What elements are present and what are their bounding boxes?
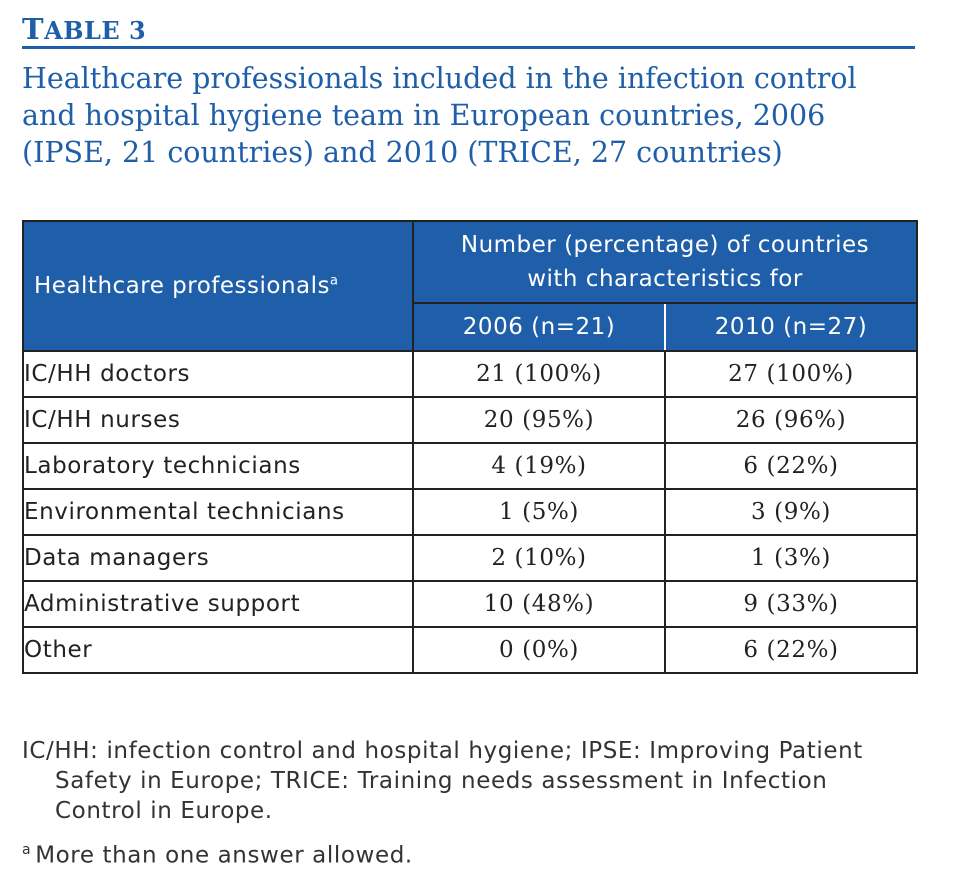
table-label-initial: T — [22, 12, 45, 46]
row-label: IC/HH doctors — [22, 350, 414, 398]
value-2010: 9 (33%) — [664, 580, 918, 628]
value-2010: 6 (22%) — [664, 626, 918, 674]
row-label: Laboratory technicians — [22, 442, 414, 490]
table-footnotes: IC/HH: infection control and hospital hy… — [22, 736, 922, 871]
header-number-percentage: Number (percentage) of countries with cha… — [412, 220, 918, 304]
value-2010: 1 (3%) — [664, 534, 918, 582]
row-label: Data managers — [22, 534, 414, 582]
value-2006: 4 (19%) — [412, 442, 666, 490]
value-2010: 3 (9%) — [664, 488, 918, 536]
table-row: IC/HH doctors 21 (100%) 27 (100%) — [22, 350, 918, 398]
table-row: IC/HH nurses 20 (95%) 26 (96%) — [22, 396, 918, 444]
value-2010: 27 (100%) — [664, 350, 918, 398]
table-label: TABLE 3 — [22, 14, 915, 46]
table-title: Healthcare professionals included in the… — [22, 62, 857, 169]
row-label: IC/HH nurses — [22, 396, 414, 444]
title-rule — [22, 46, 915, 49]
header-footnote-marker: a — [330, 273, 339, 289]
abbreviations-footnote: IC/HH: infection control and hospital hy… — [22, 738, 863, 824]
row-label: Environmental technicians — [22, 488, 414, 536]
table-label-rest: ABLE 3 — [44, 16, 147, 45]
row-label: Other — [22, 626, 414, 674]
value-2006: 0 (0%) — [412, 626, 666, 674]
table-row: Administrative support 10 (48%) 9 (33%) — [22, 580, 918, 628]
value-2010: 6 (22%) — [664, 442, 918, 490]
professionals-table: Healthcare professionalsa Number (percen… — [22, 220, 918, 674]
answer-footnote: a More than one answer allowed. — [22, 842, 413, 869]
header-year-2010: 2010 (n=27) — [664, 302, 918, 352]
table-row: Other 0 (0%) 6 (22%) — [22, 626, 918, 674]
table-row: Laboratory technicians 4 (19%) 6 (22%) — [22, 442, 918, 490]
table-row: Data managers 2 (10%) 1 (3%) — [22, 534, 918, 582]
value-2010: 26 (96%) — [664, 396, 918, 444]
value-2006: 20 (95%) — [412, 396, 666, 444]
value-2006: 1 (5%) — [412, 488, 666, 536]
table-row: Environmental technicians 1 (5%) 3 (9%) — [22, 488, 918, 536]
value-2006: 21 (100%) — [412, 350, 666, 398]
value-2006: 2 (10%) — [412, 534, 666, 582]
value-2006: 10 (48%) — [412, 580, 666, 628]
row-label: Administrative support — [22, 580, 414, 628]
header-healthcare-professionals: Healthcare professionalsa — [22, 220, 414, 352]
header-year-2006: 2006 (n=21) — [412, 302, 666, 352]
footnote-marker: a — [22, 842, 32, 858]
